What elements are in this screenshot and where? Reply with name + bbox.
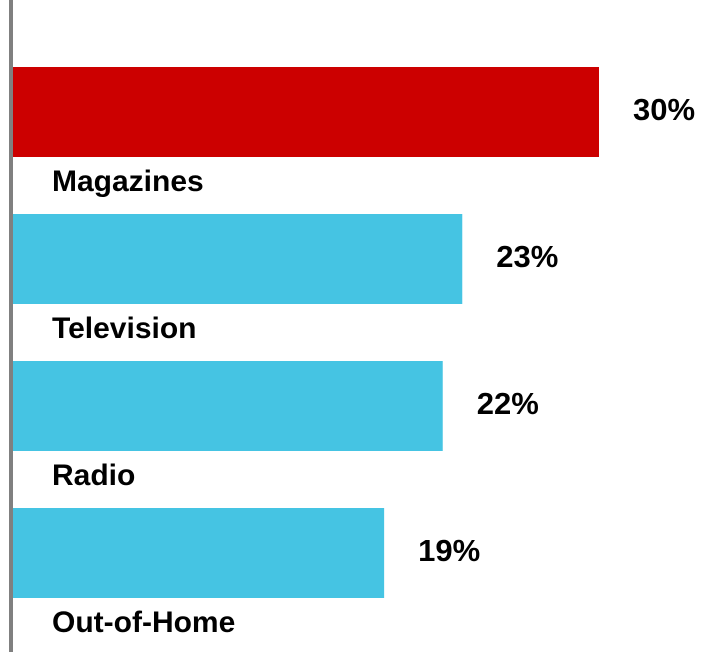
category-label: Magazines xyxy=(52,165,204,198)
category-label: Radio xyxy=(52,459,135,492)
category-label: Television xyxy=(52,312,197,345)
bar-magazines xyxy=(13,67,599,157)
category-label: Out-of-Home xyxy=(52,606,235,639)
bar-out-of-home xyxy=(13,508,385,598)
bars-group: 30% Magazines 23% Television 22% Radio 19% Out-… xyxy=(13,67,695,639)
value-label: 30% xyxy=(633,92,695,127)
bar-radio xyxy=(13,361,443,451)
bar-television xyxy=(13,214,463,304)
value-label: 19% xyxy=(418,533,480,568)
value-label: 22% xyxy=(477,386,539,421)
value-label: 23% xyxy=(496,239,558,274)
